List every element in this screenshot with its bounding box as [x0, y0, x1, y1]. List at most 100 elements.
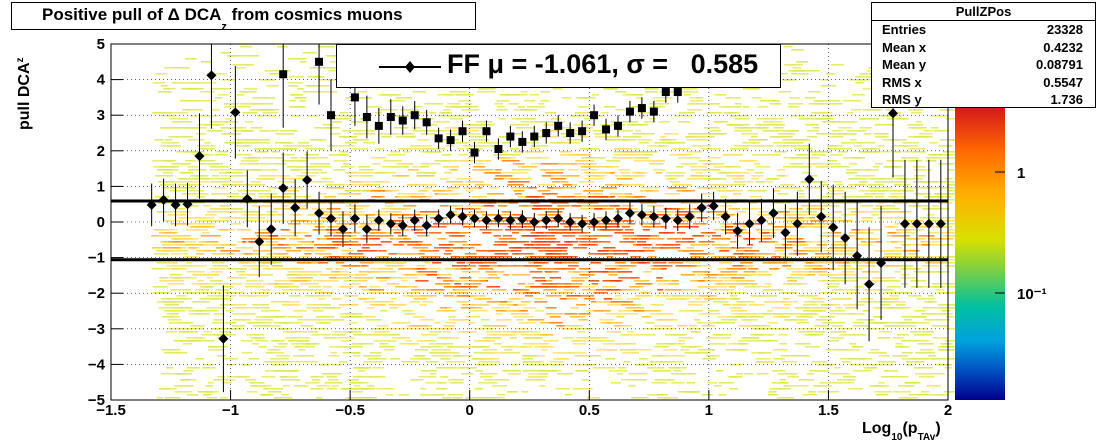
stats-value: 0.08791 [1036, 57, 1083, 72]
heatmap-cell [522, 166, 538, 168]
heatmap-cell [708, 133, 728, 135]
heatmap-cell [384, 211, 400, 213]
heatmap-cell [183, 370, 194, 372]
heatmap-cell [191, 178, 210, 180]
heatmap-cell [433, 223, 449, 225]
heatmap-cell [495, 169, 502, 171]
heatmap-cell [822, 235, 841, 237]
heatmap-cell [817, 319, 832, 321]
heatmap-cell [828, 190, 844, 192]
heatmap-cell [498, 118, 506, 120]
heatmap-cell [465, 205, 484, 207]
heatmap-cell [318, 79, 332, 81]
heatmap-cell [855, 175, 866, 177]
heatmap-cell [486, 88, 496, 90]
heatmap-cell [328, 70, 341, 72]
heatmap-cell [808, 181, 824, 183]
heatmap-cell [783, 304, 791, 306]
heatmap-cell [357, 226, 365, 228]
heatmap-cell [392, 115, 410, 117]
heatmap-cell [287, 271, 305, 273]
heatmap-cell [169, 250, 189, 252]
heatmap-cell [716, 190, 734, 192]
heatmap-cell [202, 178, 221, 180]
heatmap-cell [527, 106, 537, 108]
y-tick-label: −5 [88, 392, 105, 409]
heatmap-cell [391, 202, 400, 204]
data-point-diamond [899, 218, 910, 229]
heatmap-cell [257, 139, 270, 141]
heatmap-cell [812, 112, 832, 114]
heatmap-cell [867, 184, 884, 186]
heatmap-cell [209, 169, 229, 171]
heatmap-cell [576, 202, 593, 204]
heatmap-cell [426, 361, 439, 363]
heatmap-cell [220, 250, 241, 252]
heatmap-cell [315, 229, 329, 231]
y-label-sub: z [15, 57, 26, 63]
y-axis-label: pull DCAz [15, 57, 34, 130]
heatmap-cell [280, 235, 299, 237]
heatmap-cell [425, 196, 433, 198]
heatmap-cell [615, 268, 630, 270]
heatmap-cell [820, 85, 836, 87]
data-point-diamond [373, 215, 384, 226]
heatmap-cell [291, 115, 301, 117]
heatmap-cell [387, 328, 406, 330]
heatmap-cell [685, 136, 694, 138]
heatmap-cell [290, 160, 305, 162]
heatmap-cell [813, 385, 832, 387]
heatmap-cell [736, 181, 744, 183]
heatmap-cell [658, 379, 671, 381]
heatmap-cell [873, 193, 885, 195]
heatmap-cell [568, 265, 579, 267]
heatmap-cell [793, 274, 808, 276]
heatmap-cell [338, 145, 355, 147]
heatmap-cell [441, 112, 450, 114]
heatmap-cell [680, 274, 696, 276]
heatmap-cell [630, 94, 644, 96]
heatmap-cell [203, 394, 212, 396]
heatmap-cell [746, 181, 754, 183]
stats-label: RMS x [882, 74, 922, 90]
heatmap-cell [480, 202, 497, 204]
heatmap-cell [655, 328, 675, 330]
heatmap-cell [369, 229, 381, 231]
x-tick-label: 1 [705, 402, 713, 419]
heatmap-cell [426, 151, 442, 153]
heatmap-cell [158, 202, 178, 204]
heatmap-cell [261, 376, 276, 378]
heatmap-cell [615, 109, 625, 111]
heatmap-cell [891, 175, 905, 177]
heatmap-cell [545, 211, 563, 213]
heatmap-cell [418, 376, 437, 378]
heatmap-cell [874, 124, 894, 126]
heatmap-cell [494, 103, 503, 105]
heatmap-cell [902, 142, 913, 144]
heatmap-cell [758, 214, 776, 216]
heatmap-cell [666, 355, 686, 357]
heatmap-cell [927, 301, 934, 303]
heatmap-cell [688, 265, 697, 267]
heatmap-cell [908, 394, 929, 396]
heatmap-cell [741, 337, 760, 339]
heatmap-cell [246, 280, 258, 282]
heatmap-cell [522, 361, 541, 363]
heatmap-cell [225, 118, 233, 120]
heatmap-cell [311, 379, 321, 381]
heatmap-cell [513, 190, 525, 192]
colorbar-label: 10⁻¹ [1017, 286, 1047, 303]
heatmap-cell [212, 322, 225, 324]
heatmap-cell [401, 109, 419, 111]
heatmap-cell [717, 274, 737, 276]
heatmap-cell [552, 292, 561, 294]
heatmap-cell [697, 286, 709, 288]
heatmap-cell [417, 148, 435, 150]
heatmap-cell [268, 262, 282, 264]
heatmap-cell [669, 154, 683, 156]
data-point-diamond [589, 217, 600, 227]
heatmap-cell [830, 166, 850, 168]
heatmap-cell [376, 256, 390, 258]
heatmap-cell [893, 184, 904, 186]
